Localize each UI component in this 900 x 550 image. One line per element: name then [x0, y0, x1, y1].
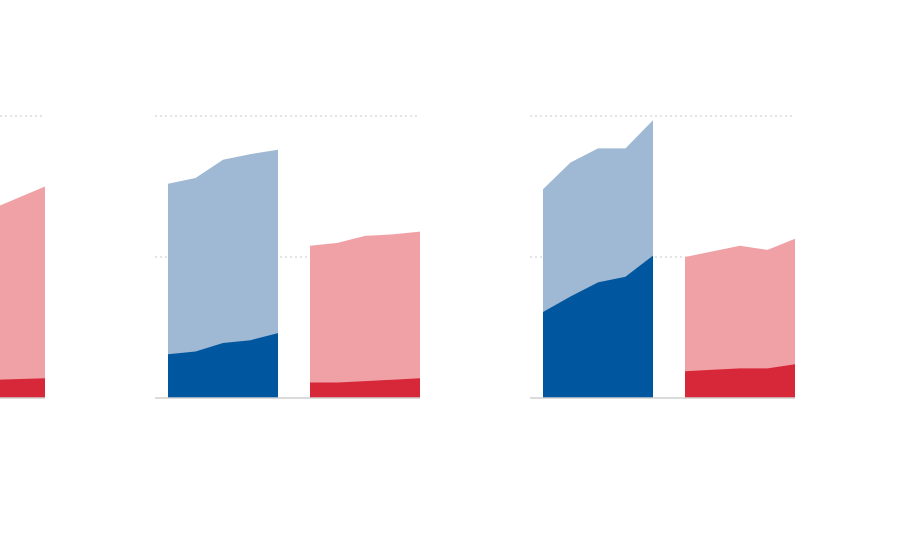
area-blue-dark-group-1 — [168, 333, 278, 398]
chart-panel-left — [0, 115, 45, 399]
area-blue-dark-group-1 — [543, 255, 653, 398]
area-red-light-group-2 — [310, 231, 420, 398]
chart-panel-middle — [155, 115, 420, 399]
area-red-dark-group-2 — [310, 378, 420, 398]
chart-panel-right — [530, 115, 795, 399]
area-red-light-group-1 — [0, 186, 45, 398]
area-red-dark-group-1 — [0, 378, 45, 398]
area-red-light-group-2 — [685, 238, 795, 398]
area-blue-light-group-1 — [168, 149, 278, 398]
area-red-dark-group-2 — [685, 364, 795, 398]
